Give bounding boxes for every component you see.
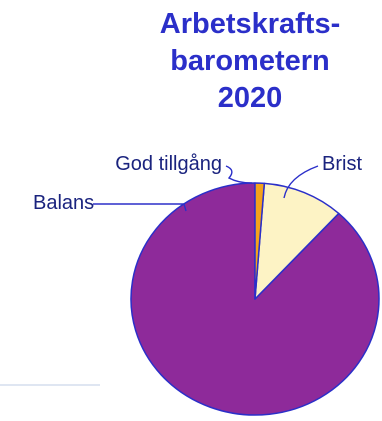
leader-line-balans <box>93 203 187 212</box>
leader-lines <box>93 165 319 212</box>
pie-slice-balans <box>254 182 340 300</box>
chart-title-line-3: 2020 <box>217 82 283 114</box>
pie-slices <box>130 182 380 416</box>
leader-line-brist <box>283 165 319 199</box>
divider-line <box>0 384 100 386</box>
chart-title-line-1: Arbetskrafts- <box>159 8 341 40</box>
slice-label-balans: Balans <box>33 192 94 214</box>
pie-slice-god-tillg-ng <box>254 182 266 300</box>
leader-line-god-tillgang <box>225 165 253 184</box>
chart-title: Arbetskrafts- barometern 2020 <box>130 6 370 117</box>
chart-title-line-2: barometern <box>170 45 330 77</box>
slice-labels: God tillgång Brist Balans <box>33 153 362 214</box>
slice-label-brist: Brist <box>322 153 362 175</box>
slice-label-god-tillgang: God tillgång <box>115 153 222 175</box>
